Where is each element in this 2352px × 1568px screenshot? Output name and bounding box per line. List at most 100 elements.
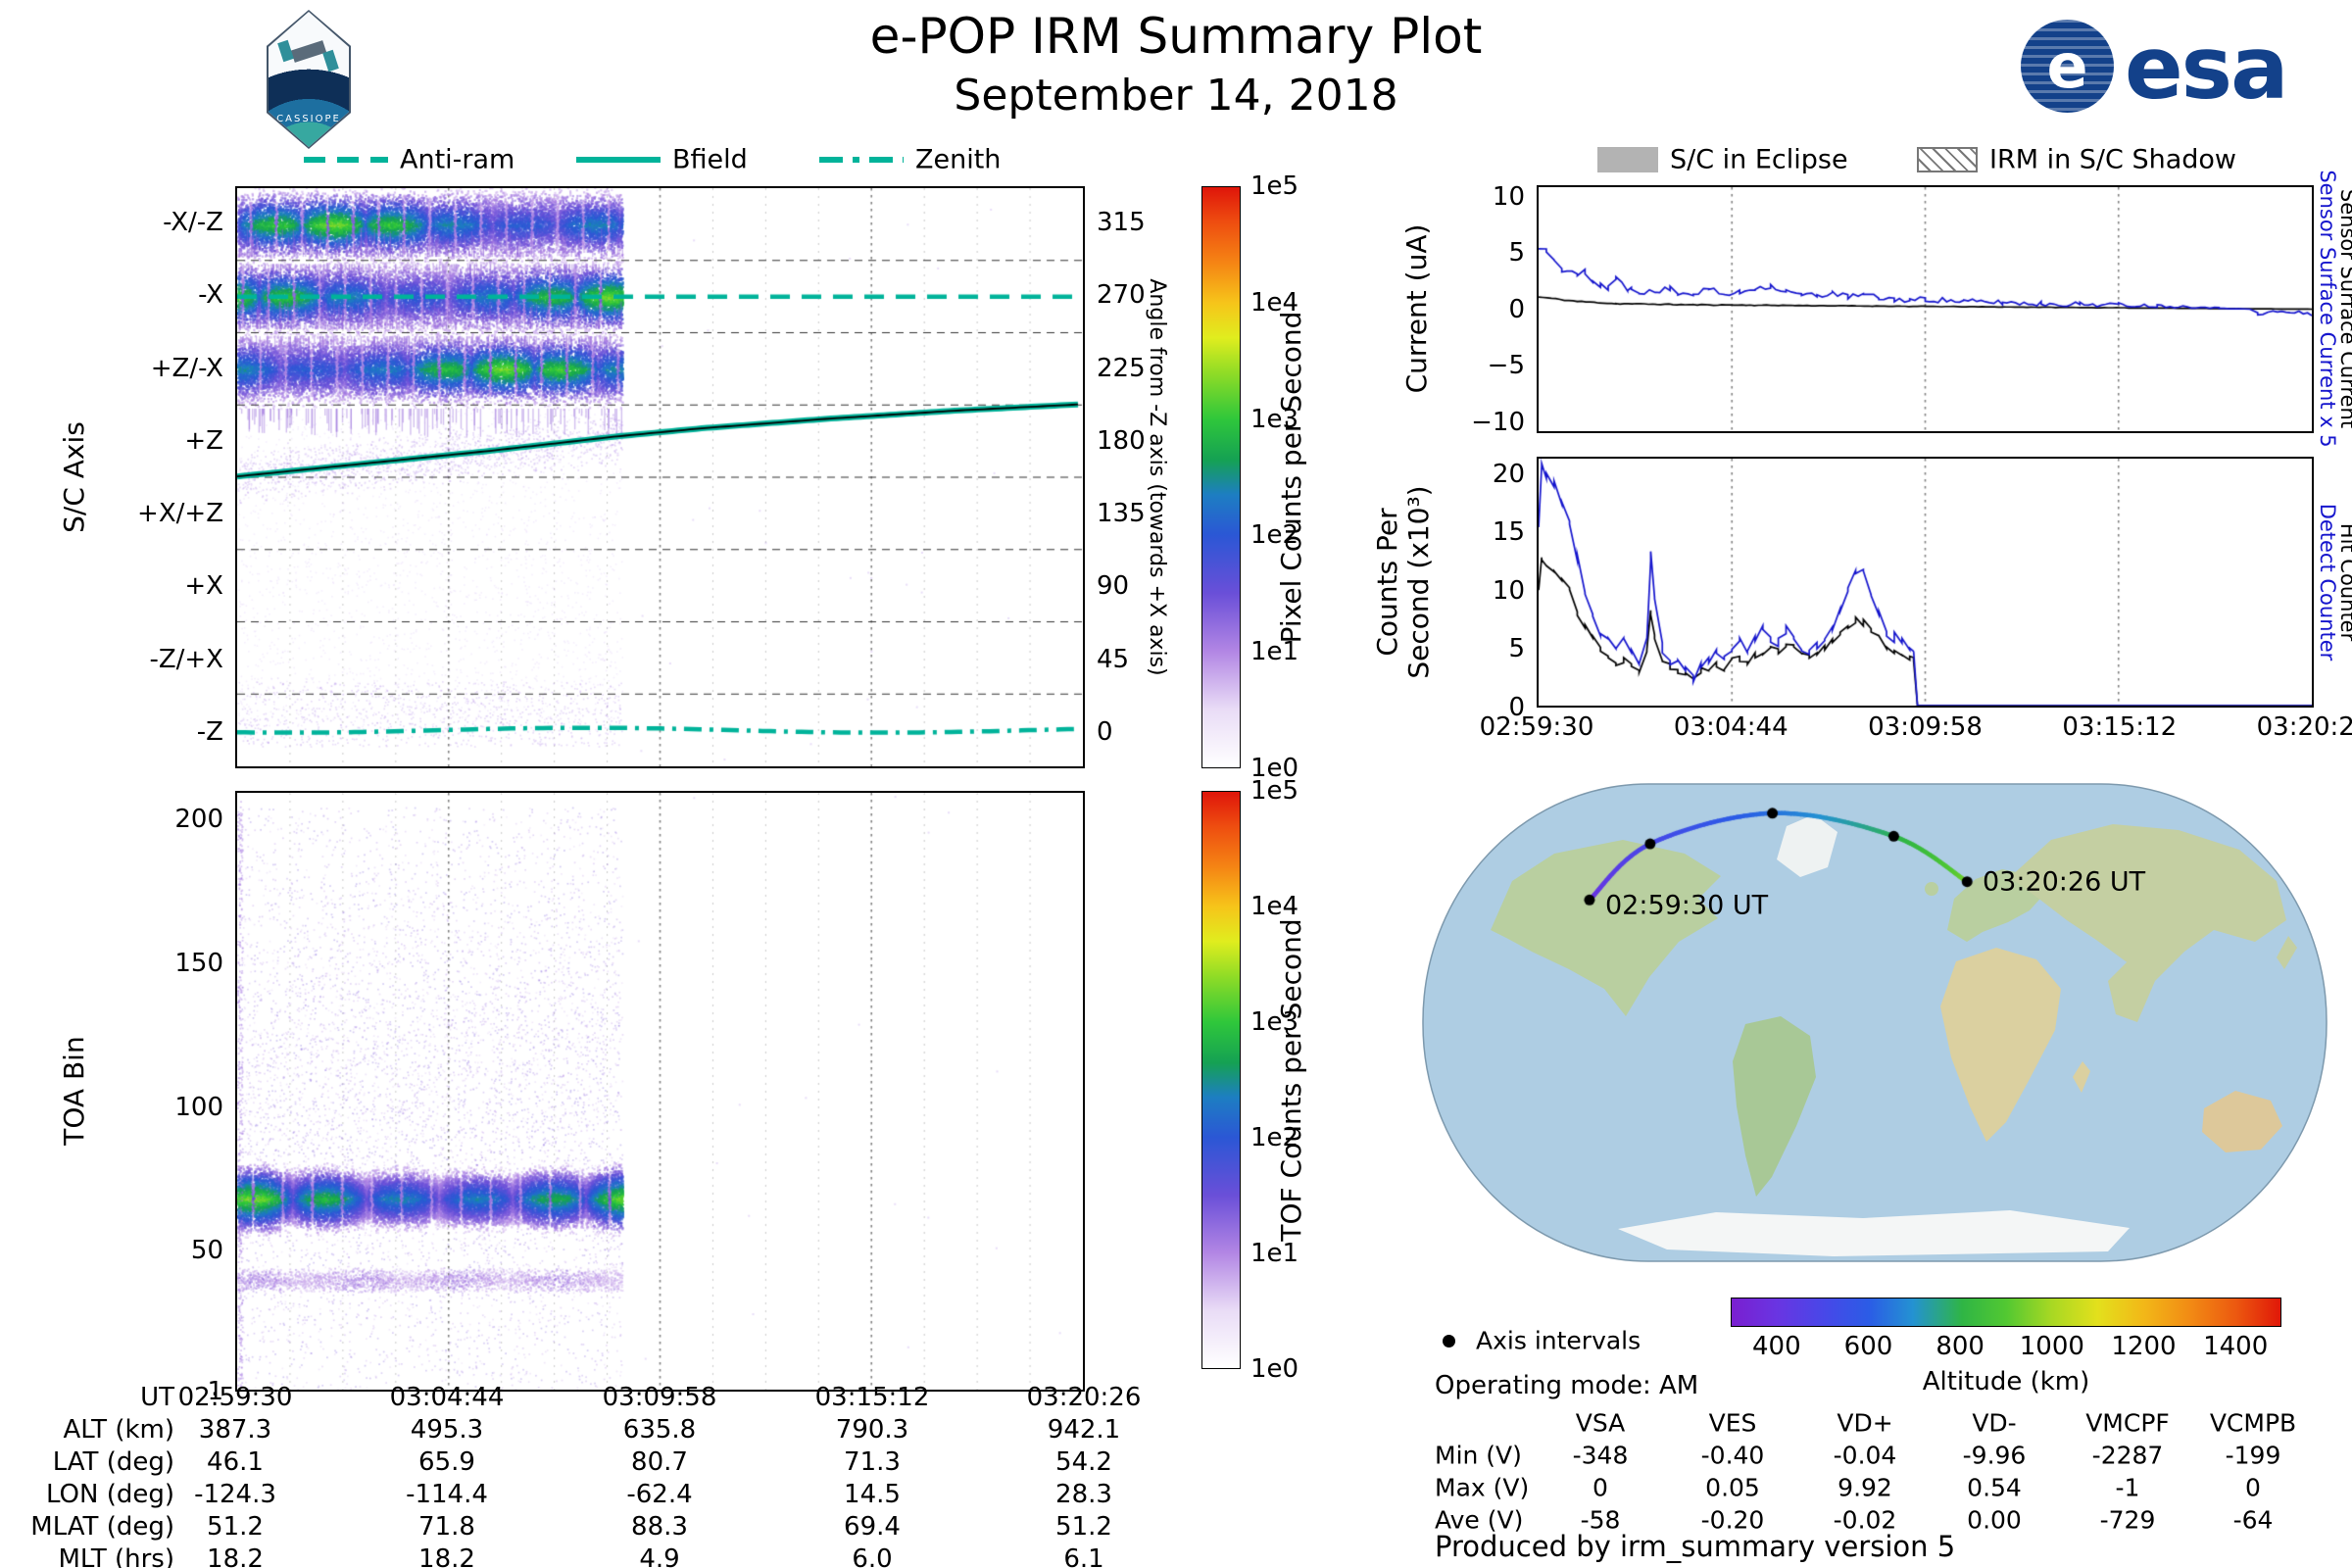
ground-track-overlay — [1422, 783, 2328, 1262]
voltage-row-label: Min (V) — [1435, 1441, 1522, 1470]
ephemeris-row-label: ALT (km) — [63, 1415, 174, 1445]
pixel-counts-colorbar — [1201, 186, 1241, 768]
current-panel — [1537, 185, 2314, 433]
current-right-label-black: Sensor Surface Current — [2336, 188, 2352, 429]
voltage-cell: -348 — [1572, 1441, 1629, 1470]
toa-tick: 150 — [174, 948, 223, 978]
ephemeris-cell: 71.3 — [844, 1447, 901, 1477]
ephemeris-row-label: LON (deg) — [45, 1480, 174, 1509]
ephemeris-row-label: LAT (deg) — [52, 1447, 174, 1477]
angle-tick: 0 — [1097, 716, 1113, 747]
toa-tick: 1 — [207, 1377, 223, 1406]
current-ylabel: Current (uA) — [1400, 223, 1433, 394]
ephemeris-cell: -114.4 — [406, 1480, 488, 1509]
ephemeris-cell: 80.7 — [631, 1447, 688, 1477]
ephemeris-cell: 18.2 — [418, 1544, 475, 1568]
angle-tick: 270 — [1097, 280, 1146, 311]
voltage-column-header: VMCPF — [2085, 1408, 2170, 1438]
toa-tick: 200 — [174, 805, 223, 835]
tof-cb-tick: 1e0 — [1250, 1354, 1299, 1384]
sc-axis-panel — [235, 186, 1085, 768]
sc-axis-tick: -Z/+X — [149, 644, 223, 674]
satellite-panel-icon — [322, 49, 339, 73]
track-start-label: 02:59:30 UT — [1605, 890, 1769, 921]
satellite-panel-icon — [277, 39, 294, 63]
voltage-column-header: VD- — [1972, 1408, 2017, 1438]
ephemeris-cell: 03:04:44 — [389, 1383, 505, 1412]
altitude-tick: 1200 — [2111, 1332, 2177, 1361]
voltage-cell: 0 — [1592, 1473, 1608, 1502]
pixel-cb-tick: 1e0 — [1250, 754, 1299, 783]
time-tick: 03:09:58 — [1868, 712, 1983, 742]
voltage-cell: -9.96 — [1962, 1441, 2027, 1470]
ephemeris-cell: 46.1 — [207, 1447, 264, 1477]
ephemeris-cell: 6.0 — [852, 1544, 893, 1568]
time-tick: 02:59:30 — [1479, 712, 1594, 742]
voltage-cell: -0.20 — [1700, 1505, 1765, 1535]
produced-by: Produced by irm_summary version 5 — [1435, 1530, 1956, 1563]
ephemeris-cell: 88.3 — [631, 1512, 688, 1542]
axis-interval-dot-icon — [1443, 1335, 1455, 1348]
ephemeris-cell: 51.2 — [207, 1512, 264, 1542]
altitude-tick: 800 — [1936, 1332, 1984, 1361]
voltage-cell: -64 — [2232, 1505, 2274, 1535]
voltage-cell: -58 — [1580, 1505, 1621, 1535]
ephemeris-row-label: MLAT (deg) — [30, 1512, 174, 1542]
ephemeris-cell: 03:15:12 — [814, 1383, 930, 1412]
current-ytick: 5 — [1508, 238, 1525, 268]
ephemeris-row-label: MLT (hrs) — [58, 1544, 175, 1568]
shadow-swatch — [1917, 147, 1978, 172]
pixel-cb-tick: 1e1 — [1250, 637, 1299, 667]
ephemeris-cell: 790.3 — [835, 1415, 909, 1445]
voltage-column-header: VCMPB — [2209, 1408, 2297, 1438]
voltage-cell: -0.04 — [1833, 1441, 1897, 1470]
ephemeris-row-label: UT — [140, 1383, 174, 1412]
sc-axis-tick: +X/+Z — [137, 499, 223, 529]
tof-cb-tick: 1e1 — [1250, 1239, 1299, 1268]
counts-chart — [1539, 459, 2312, 706]
voltage-cell: 9.92 — [1838, 1473, 1892, 1502]
voltage-column-header: VSA — [1575, 1408, 1626, 1438]
current-ytick: 10 — [1492, 181, 1525, 212]
time-tick: 03:04:44 — [1673, 712, 1788, 742]
anti-ram-line-sample — [304, 157, 388, 163]
satellite-icon — [290, 40, 327, 63]
counts-ylabel-line1: Counts Per — [1371, 508, 1403, 657]
voltage-row-label: Ave (V) — [1435, 1505, 1524, 1535]
counts-panel — [1537, 457, 2314, 708]
pixel-cb-tick: 1e3 — [1250, 404, 1299, 434]
ephemeris-cell: 942.1 — [1047, 1415, 1121, 1445]
esa-e-glyph: e — [2046, 30, 2088, 102]
ephemeris-cell: 02:59:30 — [177, 1383, 293, 1412]
ephemeris-cell: -62.4 — [626, 1480, 693, 1509]
voltage-column-header: VES — [1708, 1408, 1757, 1438]
ephemeris-cell: 6.1 — [1063, 1544, 1104, 1568]
voltage-cell: 0.00 — [1967, 1505, 2022, 1535]
legend-bfield: Bfield — [672, 144, 748, 175]
counts-right-label-blue: Detect Counter — [2316, 503, 2339, 662]
altitude-tick: 1000 — [2019, 1332, 2084, 1361]
axis-intervals-label: Axis intervals — [1476, 1326, 1642, 1355]
pixel-counts-colorbar-label: Pixel Counts per Second — [1275, 311, 1307, 644]
legend-zenith: Zenith — [915, 144, 1002, 175]
legend-anti-ram: Anti-ram — [400, 144, 515, 175]
time-tick: 03:20:26 — [2256, 712, 2352, 742]
tof-cb-tick: 1e4 — [1250, 892, 1299, 921]
current-right-label-blue: Sensor Surface Current x 5 — [2316, 170, 2339, 448]
current-ytick: −10 — [1471, 407, 1525, 437]
esa-logo-text: esa — [2125, 18, 2288, 119]
voltage-cell: -1 — [2115, 1473, 2140, 1502]
counts-right-label-black: Hit Counter — [2336, 522, 2352, 642]
voltage-cell: -0.02 — [1833, 1505, 1897, 1535]
toa-spectrogram — [237, 793, 1083, 1390]
ephemeris-cell: 14.5 — [844, 1480, 901, 1509]
angle-tick: 180 — [1097, 425, 1146, 456]
zenith-line-sample — [819, 157, 904, 163]
tof-cb-tick: 1e2 — [1250, 1123, 1299, 1152]
toa-tick: 50 — [190, 1236, 223, 1266]
pixel-cb-tick: 1e2 — [1250, 520, 1299, 551]
voltage-row-label: Max (V) — [1435, 1473, 1530, 1502]
operating-mode: Operating mode: AM — [1435, 1371, 1699, 1400]
ephemeris-cell: 54.2 — [1055, 1447, 1112, 1477]
altitude-colorbar-label: Altitude (km) — [1922, 1367, 2090, 1396]
